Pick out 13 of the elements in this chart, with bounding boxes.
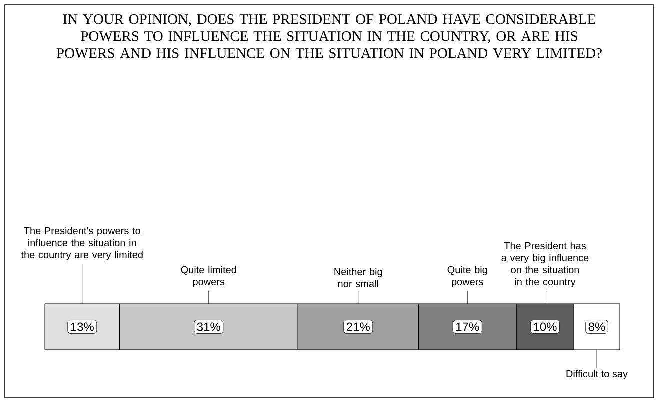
data-label: 10% (534, 322, 557, 332)
data-label: 31% (197, 322, 220, 332)
legend-label: Difficult to say (566, 370, 628, 380)
data-label: 21% (346, 322, 370, 332)
chart-title: IN YOUR OPINION, DOES THE PRESIDENT OF POLAND HAVE CONSIDERABLE POWERS TO INFLUENCE THE SITUATION IN THE COUNTRY, OR ARE HIS POWERS AND HIS INFLUENCE ON THE SITUATION IN POLAND VERY LIMITED? (56, 14, 602, 58)
series-label: Neither big nor small (334, 268, 382, 288)
text: The President has a very big influence on the situation in the country (502, 242, 589, 288)
data-label: 17% (456, 322, 480, 332)
data-label: 13% (71, 322, 94, 332)
series-label: Quite limited powers (181, 266, 236, 288)
data-label: 8% (588, 322, 606, 332)
text: The President's powers to influence the situation in the country are very limited (21, 227, 143, 260)
series-label: Quite big powers (448, 266, 488, 288)
